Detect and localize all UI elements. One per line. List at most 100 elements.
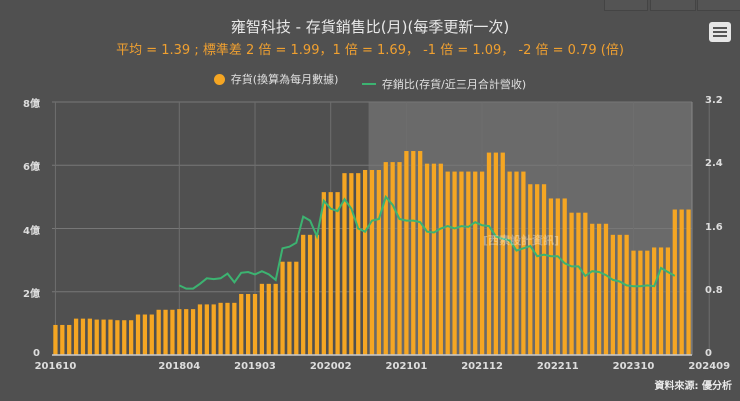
inventory-bar[interactable] [328,192,333,355]
inventory-bar[interactable] [301,234,306,355]
inventory-bar[interactable] [156,309,161,355]
inventory-bar[interactable] [424,163,430,355]
ratio-line[interactable] [178,194,676,290]
inventory-bar[interactable] [466,171,471,355]
inventory-bar[interactable] [259,283,265,355]
inventory-bar[interactable] [87,318,92,355]
inventory-bar[interactable] [135,314,141,355]
inventory-bar[interactable] [369,169,375,355]
inventory-bar[interactable] [679,209,684,355]
inventory-bar[interactable] [252,293,258,355]
inventory-bar[interactable] [142,314,148,355]
inventory-bar[interactable] [170,309,175,355]
inventory-bar[interactable] [266,283,271,355]
inventory-bar[interactable] [287,261,292,355]
inventory-bar[interactable] [493,152,499,355]
inventory-bar[interactable] [658,247,664,355]
inventory-bar[interactable] [603,223,609,355]
inventory-bar[interactable] [101,319,106,355]
inventory-bar[interactable] [356,173,361,355]
inventory-bar[interactable] [204,304,209,355]
inventory-bar[interactable] [438,163,443,355]
inventory-bar[interactable] [108,319,113,355]
inventory-bar[interactable] [342,173,347,355]
inventory-bar[interactable] [80,318,86,355]
inventory-bar[interactable] [562,198,567,355]
inventory-bar[interactable] [122,320,127,355]
inventory-bar[interactable] [500,152,505,355]
hamburger-menu-icon[interactable] [709,22,731,42]
inventory-bar[interactable] [397,162,402,355]
inventory-bar[interactable] [53,324,58,355]
inventory-bar[interactable] [452,171,457,355]
inventory-bar[interactable] [672,209,677,355]
inventory-bar[interactable] [73,318,79,355]
inventory-bar[interactable] [535,184,540,355]
inventory-bar[interactable] [445,171,450,355]
inventory-bar[interactable] [431,163,437,355]
inventory-bar[interactable] [590,223,595,355]
inventory-bar[interactable] [67,324,72,355]
top-tab-2[interactable] [650,0,696,11]
inventory-bar[interactable] [514,171,519,355]
inventory-bar[interactable] [610,234,615,355]
inventory-bar[interactable] [239,293,244,355]
inventory-bar[interactable] [129,320,134,355]
inventory-bar[interactable] [665,247,671,355]
inventory-bar[interactable] [645,250,650,355]
inventory-bar[interactable] [177,309,182,355]
inventory-bar[interactable] [349,173,354,355]
inventory-bar[interactable] [576,212,581,355]
legend-item-ratio[interactable]: 存銷比(存貨/近三月合計營收) [361,76,526,92]
inventory-bar[interactable] [211,304,216,355]
inventory-bar[interactable] [541,184,547,355]
inventory-bar[interactable] [232,302,237,355]
inventory-bar[interactable] [390,162,395,355]
top-tab-3[interactable] [697,0,740,11]
inventory-bar[interactable] [617,234,622,355]
inventory-bar[interactable] [486,152,492,355]
inventory-bar[interactable] [473,171,478,355]
inventory-bar[interactable] [335,192,340,355]
inventory-bar[interactable] [245,293,251,355]
inventory-bar[interactable] [280,261,285,355]
inventory-bar[interactable] [624,234,629,355]
inventory-bar[interactable] [307,234,313,355]
inventory-bar[interactable] [596,223,602,355]
inventory-bar[interactable] [197,304,203,355]
inventory-bar[interactable] [184,309,189,355]
inventory-bar[interactable] [218,302,223,355]
inventory-bar[interactable] [479,171,485,355]
inventory-bar[interactable] [583,212,588,355]
inventory-bar[interactable] [163,309,168,355]
inventory-bar[interactable] [314,234,320,355]
inventory-bar[interactable] [321,192,326,355]
inventory-bar[interactable] [652,247,657,355]
inventory-bar[interactable] [149,314,154,355]
legend-item-inventory[interactable]: 存貨(換算為每月數據) [213,71,338,87]
inventory-bar[interactable] [418,151,423,355]
inventory-bar[interactable] [273,283,278,355]
inventory-bar[interactable] [383,162,388,355]
inventory-bar[interactable] [507,171,512,355]
inventory-bar[interactable] [631,250,636,355]
inventory-bar[interactable] [94,319,99,355]
inventory-bar[interactable] [638,250,643,355]
inventory-bar[interactable] [362,169,368,355]
top-tab-1[interactable] [604,0,648,11]
inventory-bar[interactable] [555,198,560,355]
inventory-bar[interactable] [115,320,120,355]
inventory-bar[interactable] [686,209,691,355]
inventory-bar[interactable] [528,184,533,355]
inventory-bar[interactable] [548,198,554,355]
inventory-bar[interactable] [411,151,416,355]
inventory-bar[interactable] [225,302,230,355]
inventory-bar[interactable] [521,171,526,355]
inventory-bar[interactable] [459,171,464,355]
inventory-bar[interactable] [294,261,299,355]
inventory-bar[interactable] [404,151,409,355]
inventory-bar[interactable] [60,324,65,355]
inventory-bar[interactable] [376,169,382,355]
inventory-bar[interactable] [569,212,574,355]
inventory-bar[interactable] [190,309,196,355]
